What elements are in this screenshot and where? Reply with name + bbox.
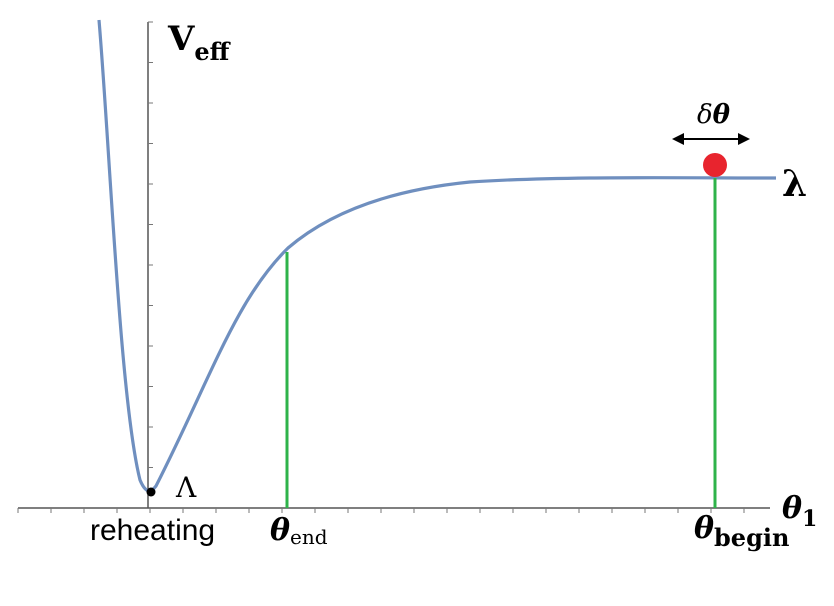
theta-end-label: θend [270, 513, 328, 549]
axes [17, 21, 770, 513]
delta-theta-symbol: θ [713, 100, 731, 130]
cosmological-constant-label: Λ [175, 471, 197, 504]
delta-theta-label: δθ [697, 100, 731, 130]
x-axis-label-sub: 1 [802, 506, 817, 532]
y-axis-label: Veff [167, 19, 231, 66]
theta-begin-label: θbegin [694, 511, 789, 552]
black-dot-icon [146, 487, 156, 497]
lambda-label: λ [782, 163, 807, 205]
red-ball-icon [703, 153, 727, 177]
delta-symbol: δ [697, 100, 713, 130]
theta-begin-sub: begin [714, 523, 789, 552]
potential-curve [97, 19, 777, 493]
theta-begin-main: θ [694, 511, 714, 546]
y-axis-label-sub: eff [194, 37, 230, 66]
x-axis-ticks [17, 508, 745, 513]
reheating-label: reheating [90, 514, 215, 547]
theta-end-main: θ [270, 513, 290, 548]
theta-end-sub: end [290, 525, 328, 549]
y-axis-ticks [148, 21, 153, 468]
x-axis-label: θ1 [782, 491, 817, 532]
y-axis-label-main: V [167, 19, 195, 59]
x-axis-label-main: θ [782, 491, 802, 526]
double-headed-arrow-icon [672, 133, 750, 145]
